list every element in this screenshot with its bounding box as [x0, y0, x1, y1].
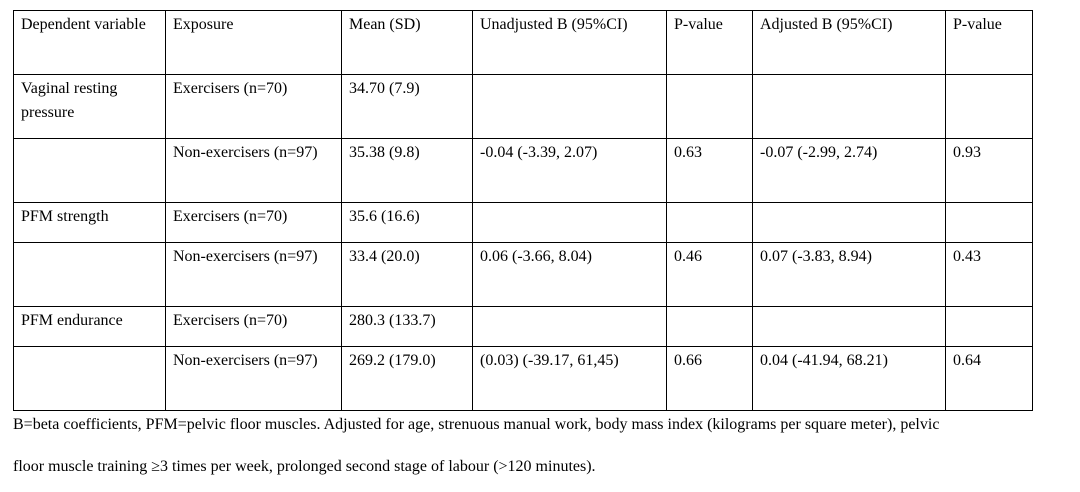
table-row: PFM strength Exercisers (n=70) 35.6 (16.…: [13, 202, 1033, 243]
cell-exposure: Exercisers (n=70): [165, 74, 342, 139]
cell-exposure: Non-exercisers (n=97): [165, 138, 342, 203]
cell-dependent-variable: [13, 242, 166, 307]
cell-mean-sd: 35.6 (16.6): [341, 202, 473, 243]
cell-dependent-variable: PFM endurance: [13, 306, 166, 347]
table-row: Non-exercisers (n=97) 269.2 (179.0) (0.0…: [13, 346, 1033, 411]
cell-mean-sd: 33.4 (20.0): [341, 242, 473, 307]
cell-dependent-variable: PFM strength: [13, 202, 166, 243]
table-row: Non-exercisers (n=97) 33.4 (20.0) 0.06 (…: [13, 242, 1033, 307]
cell-exposure: Exercisers (n=70): [165, 202, 342, 243]
cell-adjusted-b: [752, 306, 946, 347]
cell-exposure: Non-exercisers (n=97): [165, 346, 342, 411]
header-p-value-adjusted: P-value: [945, 10, 1033, 75]
cell-p-value-unadjusted: 0.63: [666, 138, 753, 203]
header-exposure: Exposure: [165, 10, 342, 75]
header-adjusted-b: Adjusted B (95%CI): [752, 10, 946, 75]
table-row: Vaginal resting pressure Exercisers (n=7…: [13, 74, 1033, 139]
cell-adjusted-b: -0.07 (-2.99, 2.74): [752, 138, 946, 203]
cell-mean-sd: 280.3 (133.7): [341, 306, 473, 347]
cell-p-value-adjusted: [945, 74, 1033, 139]
header-dependent-variable: Dependent variable: [13, 10, 166, 75]
cell-p-value-adjusted: [945, 306, 1033, 347]
cell-mean-sd: 35.38 (9.8): [341, 138, 473, 203]
cell-unadjusted-b: [472, 74, 667, 139]
header-row: Dependent variable Exposure Mean (SD) Un…: [13, 10, 1033, 75]
cell-exposure: Exercisers (n=70): [165, 306, 342, 347]
cell-dependent-variable: [13, 346, 166, 411]
header-unadjusted-b: Unadjusted B (95%CI): [472, 10, 667, 75]
cell-p-value-unadjusted: 0.46: [666, 242, 753, 307]
cell-p-value-adjusted: 0.64: [945, 346, 1033, 411]
cell-p-value-adjusted: [945, 202, 1033, 243]
cell-adjusted-b: 0.04 (-41.94, 68.21): [752, 346, 946, 411]
header-p-value-unadjusted: P-value: [666, 10, 753, 75]
table-row: PFM endurance Exercisers (n=70) 280.3 (1…: [13, 306, 1033, 347]
cell-p-value-unadjusted: [666, 202, 753, 243]
cell-p-value-unadjusted: [666, 74, 753, 139]
cell-unadjusted-b: -0.04 (-3.39, 2.07): [472, 138, 667, 203]
cell-dependent-variable: Vaginal resting pressure: [13, 74, 166, 139]
header-mean-sd: Mean (SD): [341, 10, 473, 75]
table-row: Non-exercisers (n=97) 35.38 (9.8) -0.04 …: [13, 138, 1033, 203]
cell-unadjusted-b: [472, 306, 667, 347]
cell-p-value-adjusted: 0.93: [945, 138, 1033, 203]
cell-dependent-variable: [13, 138, 166, 203]
cell-p-value-unadjusted: 0.66: [666, 346, 753, 411]
cell-p-value-adjusted: 0.43: [945, 242, 1033, 307]
cell-mean-sd: 269.2 (179.0): [341, 346, 473, 411]
cell-adjusted-b: [752, 74, 946, 139]
results-table: Dependent variable Exposure Mean (SD) Un…: [13, 10, 1033, 411]
table-footnote-line-2: floor muscle training ≥3 times per week,…: [13, 458, 596, 475]
cell-exposure: Non-exercisers (n=97): [165, 242, 342, 307]
cell-unadjusted-b: 0.06 (-3.66, 8.04): [472, 242, 667, 307]
cell-adjusted-b: 0.07 (-3.83, 8.94): [752, 242, 946, 307]
cell-mean-sd: 34.70 (7.9): [341, 74, 473, 139]
cell-p-value-unadjusted: [666, 306, 753, 347]
cell-unadjusted-b: [472, 202, 667, 243]
cell-unadjusted-b: (0.03) (-39.17, 61,45): [472, 346, 667, 411]
table-footnote-line-1: B=beta coefficients, PFM=pelvic floor mu…: [13, 416, 940, 433]
cell-adjusted-b: [752, 202, 946, 243]
